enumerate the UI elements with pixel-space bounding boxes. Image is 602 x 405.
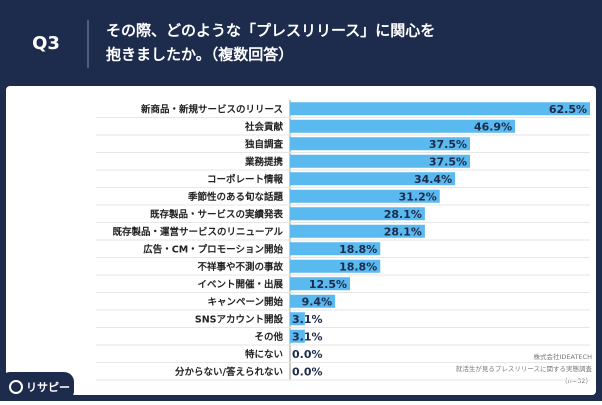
value-label: 12.5% [309,278,347,291]
bar [290,224,425,238]
logo-icon [9,380,23,394]
bar [290,189,440,203]
question-label: Q3 [32,33,60,54]
value-label: 18.8% [339,260,377,273]
bar [290,102,590,116]
category-label: 季節性のある旬な話題 [187,191,284,203]
value-label: 31.2% [399,190,437,203]
category-label: 既存製品・サービスの実績発表 [150,208,284,220]
category-label: 不祥事や不測の事故 [197,261,283,273]
category-label: キャンペーン開始 [207,296,283,308]
title-line: 抱きましたか。（複数回答） [106,46,293,64]
category-label: その他 [254,331,283,343]
category-label: 業務提携 [244,156,284,168]
source-note: （n=32） [561,377,592,385]
source-note: 株式会社IDEATECH [534,352,593,361]
value-label: 28.1% [384,208,422,221]
bar [290,172,456,186]
category-label: 独自調査 [244,138,284,150]
category-label: 分からない/答えられない [175,366,283,378]
logo-text: リサピー [26,381,70,394]
bar [290,277,350,291]
value-label: 9.4% [302,295,333,308]
category-label: 広告・CM・プロモーション開始 [143,243,283,255]
value-label: 37.5% [429,155,467,168]
value-label: 34.4% [414,173,452,186]
value-label: 28.1% [384,225,422,238]
category-label: 既存製品・運営サービスのリニューアル [112,226,283,238]
category-label: コーポレート情報 [207,173,284,185]
bar [290,242,381,256]
source-note: 就活生が見るプレスリリースに関する実態調査 [456,364,593,373]
value-label: 18.8% [339,243,377,256]
category-label: イベント開催・出展 [197,278,283,290]
value-label: 62.5% [549,103,587,116]
bar [290,259,381,273]
category-label: 社会貢献 [244,121,284,133]
value-label: 3.1% [292,330,323,343]
value-label: 0.0% [292,365,323,378]
category-label: SNSアカウント開設 [195,313,284,325]
category-label: 新商品・新規サービスのリリース [141,103,283,115]
bar [290,294,336,308]
bar [290,154,470,168]
bar [290,137,470,151]
value-label: 46.9% [474,120,512,133]
value-label: 3.1% [292,313,323,326]
category-label: 特にない [245,348,283,360]
bar [290,207,425,221]
bar [290,119,516,133]
bar [290,329,305,343]
value-label: 0.0% [292,348,323,361]
value-label: 37.5% [429,138,467,151]
logo-badge [0,372,74,401]
bar [290,312,305,326]
title-line: その際、どのような「プレスリリース」に関心を [106,22,435,40]
